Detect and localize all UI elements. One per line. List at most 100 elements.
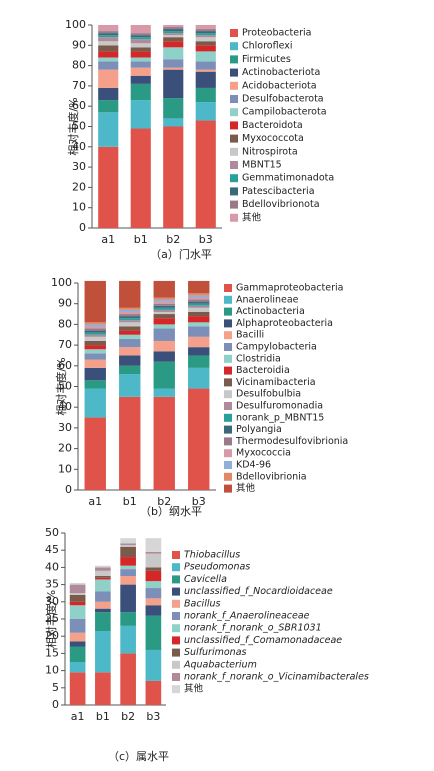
bar-segment (195, 45, 216, 52)
x-tick-label: a1 (71, 710, 85, 723)
legend-swatch (224, 437, 232, 446)
bar-segment (98, 33, 119, 36)
bar-segment (145, 567, 162, 571)
legend-swatch (172, 563, 180, 572)
bar-segment (163, 59, 184, 68)
legend-swatch (224, 343, 232, 351)
bar-segment (130, 47, 151, 52)
bar-segment (163, 69, 184, 99)
bar-segment (84, 334, 106, 337)
legend-swatch (230, 174, 238, 183)
y-tick-label: 10 (58, 462, 72, 475)
bar-segment (163, 41, 184, 48)
bar-segment (153, 307, 175, 310)
bar-segment (119, 307, 141, 310)
bar-segment (153, 314, 175, 319)
bar-segment (188, 388, 210, 490)
legend-label: Nitrospirota (242, 146, 298, 157)
legend-label: Acidobacteriota (242, 80, 317, 91)
bar-segment (98, 37, 119, 42)
x-tick-label: a1 (101, 233, 115, 246)
legend-label: Desulfobulbia (236, 389, 301, 400)
bar-segment (195, 102, 216, 121)
bar-segment (120, 538, 136, 544)
bar-segment (69, 662, 86, 673)
legend-swatch (172, 551, 180, 559)
legend-label: Patescibacteria (242, 186, 315, 197)
legend-label: Bdellovibrionota (242, 199, 320, 210)
bar-segment (130, 33, 151, 36)
bar-segment (119, 316, 141, 319)
legend-label: Campylobacteria (236, 342, 317, 353)
bar-segment (195, 120, 216, 228)
legend-label: Actinobacteria (236, 306, 305, 317)
bar-segment (153, 305, 175, 308)
bar-segment (69, 605, 86, 619)
bar-segment (153, 280, 175, 298)
y-tick-label: 30 (58, 421, 72, 434)
x-tick-label: b1 (96, 710, 110, 723)
legend-label: Polyangia (236, 424, 282, 435)
bar-segment (130, 75, 151, 84)
bar-segment (84, 345, 106, 350)
bar-segment (163, 35, 184, 38)
legend-label: Gammaproteobacteria (236, 283, 343, 294)
legend-swatch (224, 390, 232, 399)
legend-label: norank_p_MBNT15 (236, 412, 324, 423)
bar-segment (119, 311, 141, 315)
y-tick-label: 60 (58, 359, 72, 372)
bar-segment (130, 43, 151, 48)
bar-segment (130, 61, 151, 68)
bar-segment (119, 322, 141, 327)
x-tick-label: b3 (192, 495, 206, 508)
y-tick-label: 100 (65, 18, 86, 31)
bar-segment (153, 396, 175, 490)
bar-segment (98, 35, 119, 38)
legend-label: Cavicella (184, 574, 227, 585)
bar-segment (145, 605, 162, 616)
bar-segment (84, 340, 106, 346)
y-tick-label: 30 (72, 160, 86, 173)
y-tick-label: 50 (72, 120, 86, 133)
bar-segment (130, 35, 151, 38)
bar-segment (95, 672, 111, 705)
bar-segment (84, 322, 106, 325)
legend-label: Vicinamibacteria (236, 377, 316, 388)
bar-segment (153, 328, 175, 341)
bar-segment (84, 332, 106, 335)
bar-segment (130, 37, 151, 40)
y-tick-label: 25 (45, 612, 59, 625)
legend-swatch (230, 213, 238, 222)
bar-segment (145, 551, 162, 554)
bar-segment (119, 318, 141, 321)
bar-segment (188, 347, 210, 356)
bar-segment (119, 314, 141, 317)
legend-swatch (224, 319, 232, 328)
bar-segment (69, 584, 86, 594)
bar-segment (163, 27, 184, 30)
legend-swatch (230, 55, 238, 64)
legend-swatch (224, 461, 232, 469)
legend-swatch (224, 354, 232, 363)
bar-segment (120, 557, 136, 566)
bar-segment (153, 324, 175, 329)
bar-segment (145, 553, 162, 568)
bar-segment (130, 57, 151, 62)
legend-swatch (172, 587, 180, 596)
bar-segment (188, 305, 210, 308)
bar-segment (95, 631, 111, 673)
legend-swatch (172, 612, 180, 620)
bar-segment (84, 280, 106, 323)
bar-segment (145, 680, 162, 705)
bar-segment (163, 29, 184, 32)
bar-segment (69, 632, 86, 642)
bar-segment (119, 374, 141, 397)
bar-segment (95, 579, 111, 592)
bar-segment (120, 584, 136, 613)
bar-segment (153, 351, 175, 362)
legend-label: norank_f_norank_o_Vicinamibacterales (184, 672, 369, 683)
legend-swatch (172, 648, 180, 657)
x-tick-label: b1 (123, 495, 137, 508)
x-tick-label: b1 (134, 233, 148, 246)
legend-swatch (172, 575, 180, 584)
